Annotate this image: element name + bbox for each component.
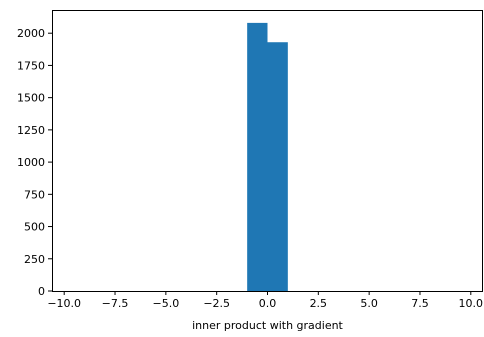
x-tick-label: 2.5 [310,297,328,310]
y-tick-label: 2000 [17,27,45,40]
histogram-bar-1 [267,42,288,292]
x-tick-label: 5.0 [360,297,378,310]
x-tick-label: 7.5 [411,297,429,310]
x-axis-label: inner product with gradient [192,319,343,332]
x-tick-label: −2.5 [203,297,230,310]
x-tick-label: −7.5 [102,297,129,310]
y-tick-label: 1000 [17,156,45,169]
y-tick-label: 750 [24,188,45,201]
histogram-bar-0 [247,22,268,292]
x-tick-label: −5.0 [152,297,179,310]
y-tick-label: 0 [38,285,45,298]
x-tick-label: 10.0 [459,297,484,310]
x-tick-label: −10.0 [47,297,81,310]
x-tick-label: 0.0 [259,297,277,310]
y-tick-label: 1500 [17,92,45,105]
y-tick-label: 250 [24,253,45,266]
plot-frame [52,10,483,292]
y-tick-label: 1750 [17,59,45,72]
y-axis-ticks: 0 250 500 750 1000 1250 1500 1750 2000 [17,27,53,298]
y-tick-label: 500 [24,221,45,234]
y-tick-label: 1250 [17,124,45,137]
x-axis-ticks: −10.0 −7.5 −5.0 −2.5 0.0 2.5 5.0 7.5 10.0 [47,291,484,310]
histogram-bars [247,22,288,292]
